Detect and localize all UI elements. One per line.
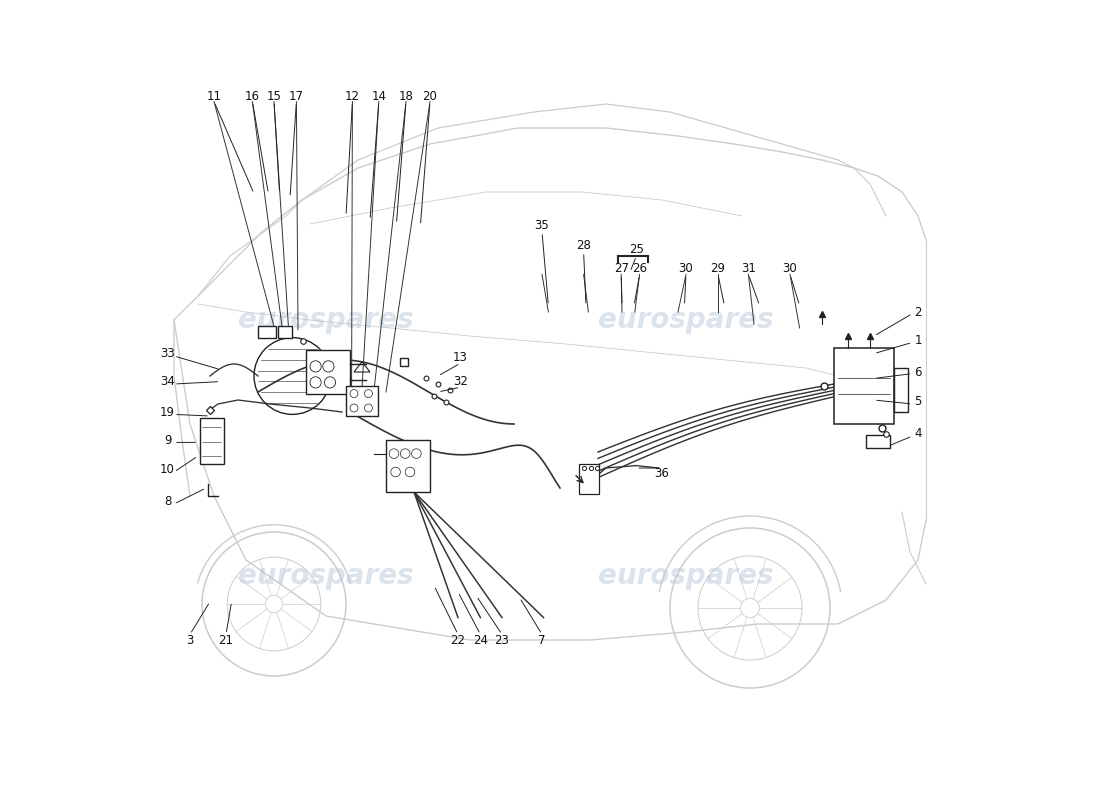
Text: 32: 32	[453, 375, 468, 388]
Text: 21: 21	[219, 634, 233, 646]
FancyBboxPatch shape	[866, 435, 890, 448]
Text: 24: 24	[473, 634, 488, 646]
FancyBboxPatch shape	[894, 368, 909, 412]
Text: 26: 26	[632, 262, 647, 274]
Text: 34: 34	[161, 375, 175, 388]
Text: 9: 9	[164, 434, 172, 446]
Text: eurospares: eurospares	[598, 562, 773, 590]
FancyBboxPatch shape	[834, 348, 894, 424]
FancyBboxPatch shape	[199, 418, 223, 464]
Text: 30: 30	[679, 262, 693, 274]
Text: 28: 28	[576, 239, 591, 252]
Text: 1: 1	[914, 334, 922, 346]
Text: eurospares: eurospares	[239, 562, 414, 590]
Text: 17: 17	[289, 90, 304, 102]
Text: 3: 3	[186, 634, 194, 646]
Text: 18: 18	[398, 90, 414, 102]
Text: 16: 16	[245, 90, 260, 102]
Text: 14: 14	[372, 90, 386, 102]
Text: 30: 30	[782, 262, 797, 274]
Text: 29: 29	[711, 262, 726, 274]
Text: 35: 35	[535, 219, 549, 232]
FancyBboxPatch shape	[386, 440, 430, 492]
Text: 11: 11	[207, 90, 221, 102]
Text: 20: 20	[422, 90, 438, 102]
FancyBboxPatch shape	[278, 326, 293, 338]
FancyBboxPatch shape	[346, 386, 378, 416]
Text: 33: 33	[161, 347, 175, 360]
Text: 5: 5	[914, 395, 922, 408]
Text: 25: 25	[629, 243, 644, 256]
Text: 13: 13	[453, 351, 468, 364]
FancyBboxPatch shape	[306, 350, 350, 394]
Text: 31: 31	[741, 262, 756, 274]
Text: 6: 6	[914, 366, 922, 378]
Text: 10: 10	[161, 463, 175, 476]
Text: 2: 2	[914, 306, 922, 318]
FancyBboxPatch shape	[579, 464, 598, 494]
Text: 4: 4	[914, 427, 922, 440]
Text: 7: 7	[538, 634, 546, 646]
Text: 19: 19	[161, 406, 175, 418]
Text: 8: 8	[164, 495, 172, 508]
Text: eurospares: eurospares	[598, 306, 773, 334]
Text: eurospares: eurospares	[239, 306, 414, 334]
Text: 36: 36	[654, 467, 670, 480]
Text: 12: 12	[345, 90, 360, 102]
Text: 15: 15	[266, 90, 282, 102]
Text: 23: 23	[495, 634, 509, 646]
FancyBboxPatch shape	[258, 326, 276, 338]
Text: 27: 27	[614, 262, 629, 274]
Text: 22: 22	[451, 634, 465, 646]
